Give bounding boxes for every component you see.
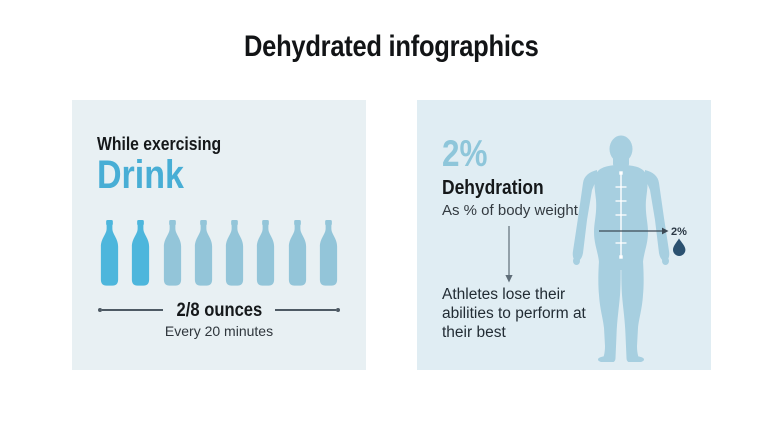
water-bottle-icon (226, 220, 244, 286)
stat-value: 2% (442, 133, 488, 174)
measure-ruler-icon (615, 171, 627, 259)
water-bottle-icon (319, 220, 338, 286)
stat-subtitle: As % of body weight (442, 202, 578, 219)
water-bottle-icon (257, 220, 275, 286)
human-figure: 2% (572, 135, 687, 362)
bottle-row (98, 220, 340, 289)
amount-label: 2/8 ounces (176, 298, 262, 321)
water-drop-icon (673, 238, 686, 256)
description-text: Athletes lose their abilities to perform… (442, 286, 586, 341)
stat-title: Dehydration (442, 176, 544, 199)
water-bottle-icon (194, 220, 212, 286)
left-panel: While exercising Drink 2/8 ounces Every … (72, 100, 366, 370)
water-bottle-icon (100, 220, 119, 286)
page-title: Dehydrated infographics (0, 30, 783, 64)
frequency-label: Every 20 minutes (164, 323, 274, 339)
water-bottle-icon (163, 220, 181, 286)
callout-arrow-icon (599, 227, 669, 235)
water-bottle-icon (288, 220, 306, 286)
measure-left-line (102, 309, 163, 311)
page-title-text: Dehydrated infographics (244, 30, 539, 63)
callout-label: 2% (671, 226, 687, 238)
left-heading: Drink (97, 153, 184, 197)
amount-measure: 2/8 ounces (98, 298, 341, 321)
measure-right-dot-icon (336, 308, 341, 312)
measure-right-line (275, 309, 337, 311)
down-arrow-icon (505, 226, 513, 283)
right-panel: 2% Dehydration As % of body weight Athle… (417, 100, 711, 370)
left-subtitle: While exercising (97, 133, 222, 154)
measure-left-dot-icon (98, 308, 102, 312)
water-bottle-icon (132, 220, 150, 286)
